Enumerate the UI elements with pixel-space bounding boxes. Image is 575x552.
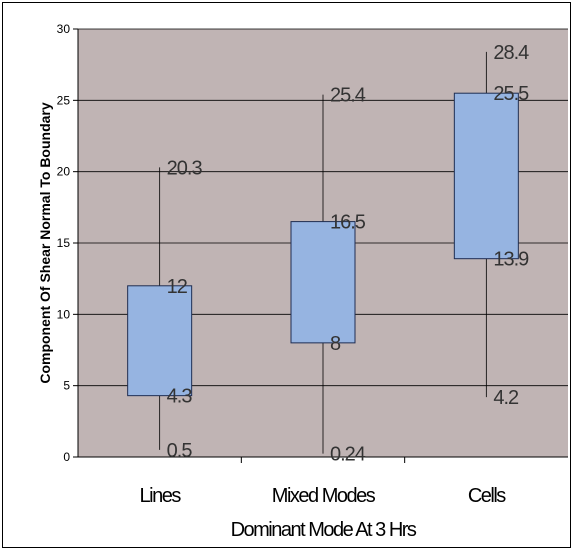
box-rect [290,221,356,344]
q1-label: 13.9 [493,249,529,271]
q1-label: 8 [330,333,341,355]
y-axis: 0 5 10 15 20 25 30 [57,22,79,464]
max-label: 28.4 [493,42,529,64]
box-rect [127,285,193,397]
min-label: 0.5 [167,440,193,462]
y-tick-label: 20 [57,165,71,179]
y-tick-label: 10 [57,307,71,321]
box-group: 28.4 25.5 13.9 4.2 [453,42,530,409]
max-label: 25.4 [330,85,366,107]
x-axis-title: Dominant Mode At 3 Hrs [231,519,417,541]
boxes: 20.3 12 4.3 0.5 25.4 16.5 8 0.24 28.4 25.5 13.9 4.2 [127,42,530,466]
y-tick-label: 25 [57,93,71,107]
box-group: 25.4 16.5 8 0.24 [290,85,367,466]
y-axis-title: Component Of Shear Normal To Boundary [37,102,53,384]
min-label: 4.2 [493,387,519,409]
y-tick-label: 0 [63,450,70,464]
min-label: 0.24 [330,444,366,466]
box-group: 20.3 12 4.3 0.5 [127,157,203,462]
max-label: 20.3 [167,157,203,179]
q3-label: 16.5 [330,212,366,234]
q1-label: 4.3 [167,386,193,408]
q3-label: 25.5 [493,83,529,105]
q3-label: 12 [167,276,188,298]
x-axis: Lines Mixed Modes Cells [78,456,568,507]
y-tick-label: 15 [57,236,71,250]
x-tick-label: Mixed Modes [272,485,376,507]
y-tick-label: 5 [63,379,70,393]
x-tick-label: Lines [140,485,182,507]
y-tick-label: 30 [57,22,71,36]
box-rect [453,92,519,260]
x-tick-label: Cells [468,485,506,507]
